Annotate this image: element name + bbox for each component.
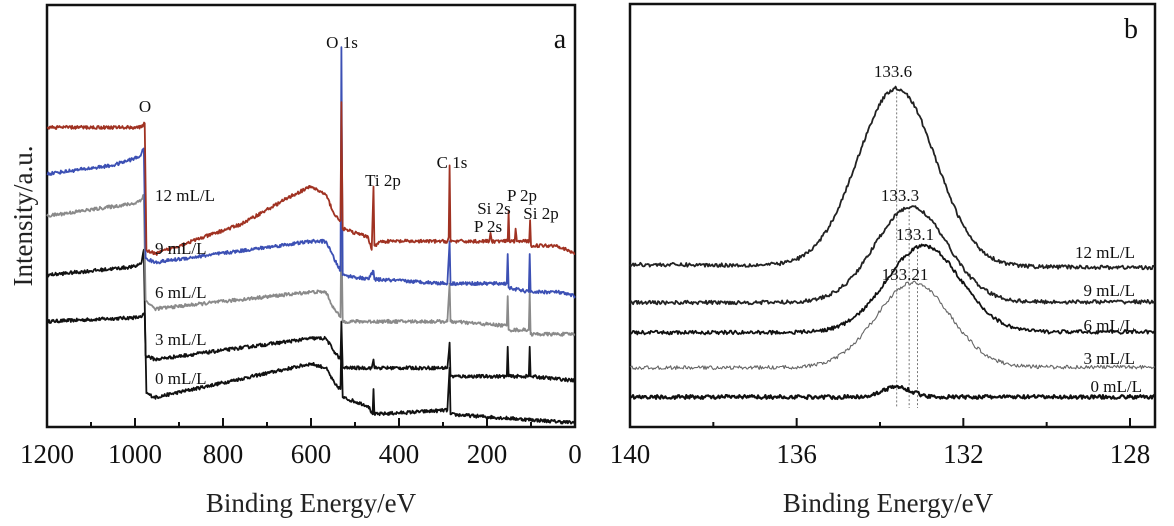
panel-b-plot-frame [628,2,1157,429]
panel-a-peak-label: O [139,97,151,116]
panel-a-x-tick-label: 1000 [108,439,162,469]
panel-a-x-tick-label: 1200 [20,439,74,469]
panel-a-peak-label: Si 2s [477,199,511,218]
panel-b-peak-label: 133.1 [896,225,934,244]
panel-b-series-label: 12 mL/L [1075,243,1135,262]
panel-a-x-tick-label: 0 [568,439,582,469]
panel-a-peak-label: O 1s [326,33,358,52]
panel-a-series-line [46,101,576,256]
panel-a-y-axis-title: Intensity/a.u. [8,146,38,287]
panel-a-series-line [46,193,576,337]
panel-a-series-label: 12 mL/L [155,186,215,205]
panel-a-peak-label: Ti 2p [365,171,401,190]
panel-b-x-axis-title: Binding Energy/eV [783,488,994,518]
panel-a-x-tick-label: 400 [379,439,420,469]
panel-a-letter: a [554,24,567,55]
panel-a-series-label: 3 mL/L [155,330,206,349]
panel-b-peak-label: 133.6 [874,62,912,81]
panel-a-series-line [46,248,576,383]
panel-a-x-tick-label: 600 [291,439,332,469]
panel-a-series-label: 6 mL/L [155,283,206,302]
panel-b-x-tick-label: 136 [776,439,817,469]
panel-a-peak-label: Si 2p [523,204,558,223]
panel-a-x-axis-title: Binding Energy/eV [206,488,417,518]
panel-a-peak-label: C 1s [437,153,468,172]
panel-a-series-label: 9 mL/L [155,239,206,258]
panel-b-x-tick-label: 140 [610,439,651,469]
panel-a-peak-label: P 2p [507,186,537,205]
panel-a-series-line [46,46,576,299]
panel-b-series-line [629,384,1156,400]
panel-b-p2p-spectra: 140 136 132 128 133.6 133.3 133.1 133.21 12 mL/L… [610,2,1157,469]
panel-a-peak-label: P 2s [474,217,502,236]
panel-b-peak-label: 133.3 [881,186,919,205]
panel-b-series-line [629,85,1156,271]
panel-a-x-tick-label: 200 [467,439,508,469]
panel-a-survey-spectra: 1200 1000 800 600 400 200 0 O O 1s Ti 2p C 1s P 2pS… [20,3,582,469]
panel-a-series-label: 0 mL/L [155,369,206,388]
panel-b-series-label: 3 mL/L [1084,349,1135,368]
panel-b-series-label: 9 mL/L [1084,281,1135,300]
panel-b-series-label: 6 mL/L [1084,316,1135,335]
panel-b-x-tick-label: 132 [943,439,984,469]
panel-b-series-line [629,280,1156,371]
panel-b-letter: b [1124,14,1138,45]
panel-b-x-tick-label: 128 [1110,439,1151,469]
panel-a-series-line [46,312,576,425]
panel-b-series-label: 0 mL/L [1091,377,1142,396]
panel-a-x-tick-label: 800 [203,439,244,469]
panel-b-series-line [629,243,1156,336]
panel-b-series-line [629,205,1156,306]
panel-b-peak-label: 133.21 [882,265,929,284]
